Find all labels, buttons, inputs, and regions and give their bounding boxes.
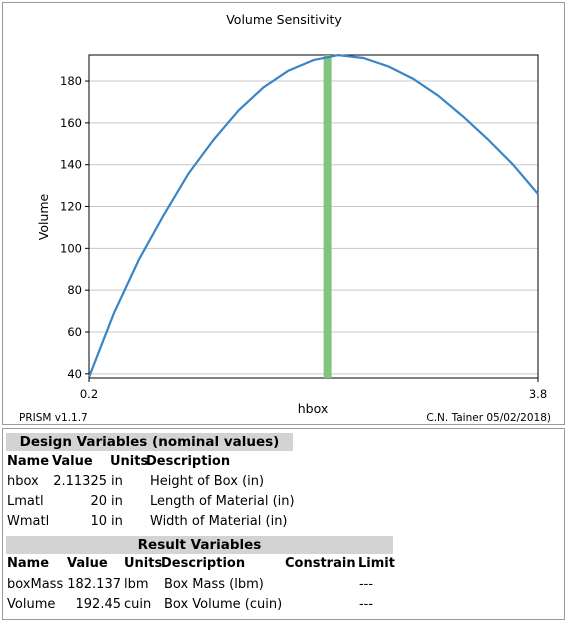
- result-row-description: Box Mass (lbm): [164, 577, 264, 592]
- y-tick-label: 180: [60, 74, 82, 88]
- design-row-name: Wmatl: [7, 514, 50, 529]
- y-axis-label: Volume: [36, 193, 51, 240]
- gridlines: [89, 80, 538, 375]
- x-axis-ticks: 0.2 3.8: [80, 378, 547, 401]
- design-col-value: Value: [52, 454, 93, 469]
- result-row-value: 192.45: [75, 597, 122, 612]
- design-col-description: Description: [146, 454, 231, 469]
- footer-version: PRISM v1.1.7: [19, 412, 88, 424]
- design-variables-header: Design Variables (nominal values): [6, 433, 293, 451]
- result-col-name: Name: [7, 556, 50, 571]
- result-row-limit: ---: [358, 577, 374, 592]
- x-tick-label: 0.2: [80, 387, 98, 401]
- design-row-units: in: [111, 494, 123, 509]
- design-row-description: Length of Material (in): [150, 494, 295, 509]
- result-col-description: Description: [161, 556, 246, 571]
- design-row-value: 10: [90, 514, 107, 529]
- chart-title: Volume Sensitivity: [226, 12, 342, 27]
- y-tick-label: 60: [67, 325, 82, 339]
- variables-panel: Design Variables (nominal values) Name V…: [2, 428, 565, 620]
- design-row-units: in: [111, 514, 123, 529]
- y-tick-label: 120: [60, 200, 82, 214]
- result-row-name: boxMass: [7, 577, 64, 592]
- y-tick-label: 160: [60, 116, 82, 130]
- y-tick-label: 80: [67, 283, 82, 297]
- result-col-units: Units: [124, 556, 163, 571]
- y-tick-label: 40: [67, 367, 82, 381]
- marker-layer: [323, 55, 332, 378]
- x-axis-label: hbox: [298, 401, 329, 416]
- result-row-description: Box Volume (cuin): [164, 597, 283, 612]
- result-row-value: 182.137: [67, 577, 121, 592]
- result-col-value: Value: [67, 556, 108, 571]
- design-row-name: Lmatl: [7, 494, 44, 509]
- y-axis-ticks: 40 60 80 100 120 140 160 180: [60, 74, 89, 381]
- result-variables-header: Result Variables: [6, 536, 393, 554]
- plot-area: [88, 54, 539, 379]
- volume-series-line: [87, 53, 539, 378]
- result-row-units: cuin: [124, 597, 152, 612]
- y-tick-label: 100: [60, 241, 82, 255]
- footer-author: C.N. Tainer 05/02/2018): [426, 412, 551, 424]
- design-col-units: Units: [110, 454, 149, 469]
- volume-sensitivity-chart: Volume Sensitivity 40 60 80 100 120 140 160 180…: [19, 12, 551, 424]
- chart-panel: Volume Sensitivity 40 60 80 100 120 140 160 180…: [2, 2, 565, 425]
- design-col-name: Name: [7, 454, 50, 469]
- nominal-value-marker: [323, 55, 332, 378]
- result-col-limit: Limit: [358, 556, 395, 571]
- design-row-units: in: [111, 474, 123, 489]
- result-row-units: lbm: [124, 577, 149, 592]
- design-row-name: hbox: [7, 474, 39, 489]
- x-tick-label: 3.8: [529, 387, 547, 401]
- design-row-description: Height of Box (in): [150, 474, 265, 489]
- series-layer: [87, 53, 539, 378]
- result-col-constrain: Constrain: [285, 556, 356, 571]
- design-row-description: Width of Material (in): [150, 514, 288, 529]
- design-row-value: 20: [90, 494, 107, 509]
- y-tick-label: 140: [60, 158, 82, 172]
- result-row-name: Volume: [7, 597, 56, 612]
- result-row-limit: ---: [358, 597, 374, 612]
- design-row-value: 2.11325: [53, 474, 107, 489]
